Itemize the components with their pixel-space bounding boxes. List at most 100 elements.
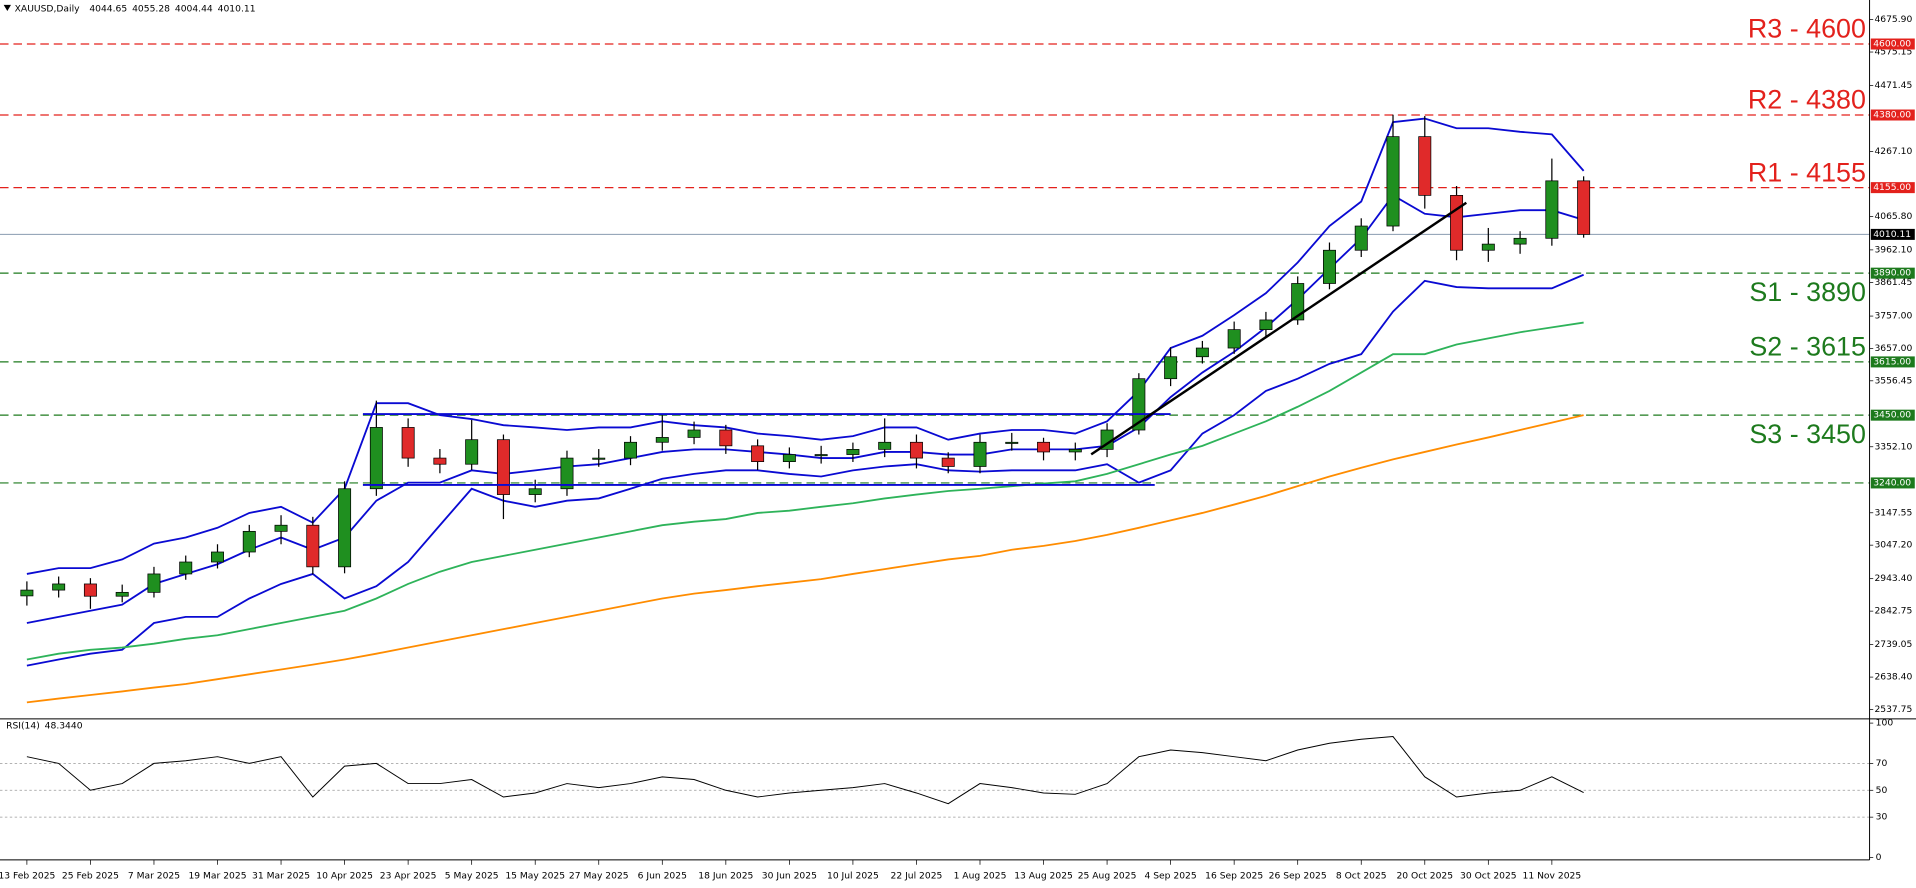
overlay-line <box>26 117 1585 575</box>
candle-body <box>401 427 415 459</box>
level-label-box <box>1870 356 1915 368</box>
rsi-title: RSI(14) <box>6 720 40 731</box>
x-tick-label: 16 Sep 2025 <box>1205 870 1263 881</box>
candle-body <box>719 429 733 447</box>
x-tick-label: 8 Oct 2025 <box>1336 870 1387 881</box>
y-tick-label: 3556.45 <box>1874 375 1912 386</box>
rsi-tick-label: 50 <box>1876 785 1888 796</box>
candle-body <box>1164 356 1178 380</box>
y-tick-label: 4575.15 <box>1874 47 1912 58</box>
level-label: 3890.00 <box>1873 268 1911 279</box>
label-layer: 4675.90 4575.15 4471.45 4267.10 4065.80 3962.… <box>0 14 1915 881</box>
ohlc-value: 4055.28 <box>132 3 170 14</box>
y-tick-label: 2739.05 <box>1874 639 1912 650</box>
candle-body <box>1259 319 1273 331</box>
level-label: 3615.00 <box>1873 356 1911 367</box>
level-label-box <box>1870 267 1915 279</box>
indicator-layer <box>26 117 1585 805</box>
rsi-tick-label: 0 <box>1876 852 1882 863</box>
level-label: 3240.00 <box>1873 477 1911 488</box>
y-tick-label: 3147.55 <box>1874 507 1912 518</box>
candle-body <box>941 457 955 467</box>
candle-body <box>751 445 765 463</box>
candle-body <box>560 457 574 490</box>
ohlc-value: 4044.65 <box>89 3 127 14</box>
candle-body <box>1386 136 1400 227</box>
x-tick-label: 22 Jul 2025 <box>891 870 943 881</box>
candle-body <box>1291 283 1305 321</box>
rsi-tick-label: 70 <box>1876 758 1888 769</box>
level-label-box <box>1870 477 1915 489</box>
candle-body <box>242 530 256 553</box>
candle-body <box>814 454 828 457</box>
x-tick-label: 11 Nov 2025 <box>1523 870 1582 881</box>
level-name: R1 - 4155 <box>1748 157 1866 187</box>
candle-body <box>496 439 510 495</box>
level-label-box <box>1870 109 1915 121</box>
rsi-tick-label: 30 <box>1876 812 1888 823</box>
candle-body <box>1354 225 1368 251</box>
candle-body <box>878 441 892 450</box>
level-label-box <box>1870 182 1915 194</box>
candle-body <box>369 427 383 490</box>
candle-body <box>179 561 193 575</box>
x-tick-label: 26 Sep 2025 <box>1269 870 1327 881</box>
candle-body <box>52 583 66 591</box>
candle-body <box>338 488 352 568</box>
level-label: 4155.00 <box>1873 182 1911 193</box>
grid-layer <box>0 19 1874 858</box>
x-tick-label: 1 Aug 2025 <box>954 870 1007 881</box>
candle-body <box>973 441 987 467</box>
level-name: R2 - 4380 <box>1748 85 1866 115</box>
overlay-line <box>26 321 1584 661</box>
rsi-header: RSI(14) 48.3440 <box>6 720 83 731</box>
x-tick-label: 25 Feb 2025 <box>62 870 119 881</box>
level-label-box <box>1870 409 1915 421</box>
symbol: XAUUSD,Daily <box>15 3 80 14</box>
x-tick-label: 19 Mar 2025 <box>188 870 246 881</box>
header-icon <box>3 4 11 11</box>
candle-body <box>1037 441 1051 453</box>
y-tick-label: 2537.75 <box>1874 704 1912 715</box>
y-tick-label: 3352.10 <box>1874 441 1912 452</box>
x-tick-label: 15 May 2025 <box>505 870 565 881</box>
overlay-line <box>26 414 1584 704</box>
ohlc-value: 4004.44 <box>175 3 213 14</box>
candle-body <box>306 524 320 568</box>
candle-body <box>528 488 542 495</box>
candle-body <box>433 457 447 465</box>
candle-body <box>115 591 129 597</box>
x-tick-label: 4 Sep 2025 <box>1145 870 1197 881</box>
x-tick-label: 10 Apr 2025 <box>316 870 373 881</box>
rsi-tick-label: 100 <box>1876 718 1894 729</box>
candle-body <box>782 454 796 463</box>
candle-body <box>687 429 701 438</box>
candle-body <box>909 441 923 459</box>
candle-body <box>624 441 637 459</box>
level-name: S2 - 3615 <box>1749 332 1866 362</box>
level-name: R3 - 4600 <box>1748 14 1866 44</box>
x-tick-label: 31 Mar 2025 <box>252 870 310 881</box>
x-tick-label: 23 Apr 2025 <box>380 870 437 881</box>
candle-body <box>1132 378 1146 431</box>
y-tick-label: 4675.90 <box>1874 14 1912 25</box>
x-tick-label: 13 Feb 2025 <box>0 870 56 881</box>
price-label-box <box>1870 228 1915 240</box>
candle-body <box>20 589 34 597</box>
level-name: S3 - 3450 <box>1749 419 1866 449</box>
x-tick-label: 5 May 2025 <box>445 870 499 881</box>
level-label: 3450.00 <box>1873 410 1911 421</box>
x-tick-label: 7 Mar 2025 <box>128 870 180 881</box>
candle-body <box>846 449 860 455</box>
y-tick-label: 3962.10 <box>1874 244 1912 255</box>
candle-body <box>1227 329 1241 349</box>
y-tick-label: 3861.45 <box>1874 277 1912 288</box>
y-tick-label: 2842.75 <box>1874 606 1912 617</box>
x-tick-label: 10 Jul 2025 <box>827 870 879 881</box>
level-label: 4600.00 <box>1873 39 1911 50</box>
rsi-line <box>26 736 1584 805</box>
level-label: 4380.00 <box>1873 110 1911 121</box>
